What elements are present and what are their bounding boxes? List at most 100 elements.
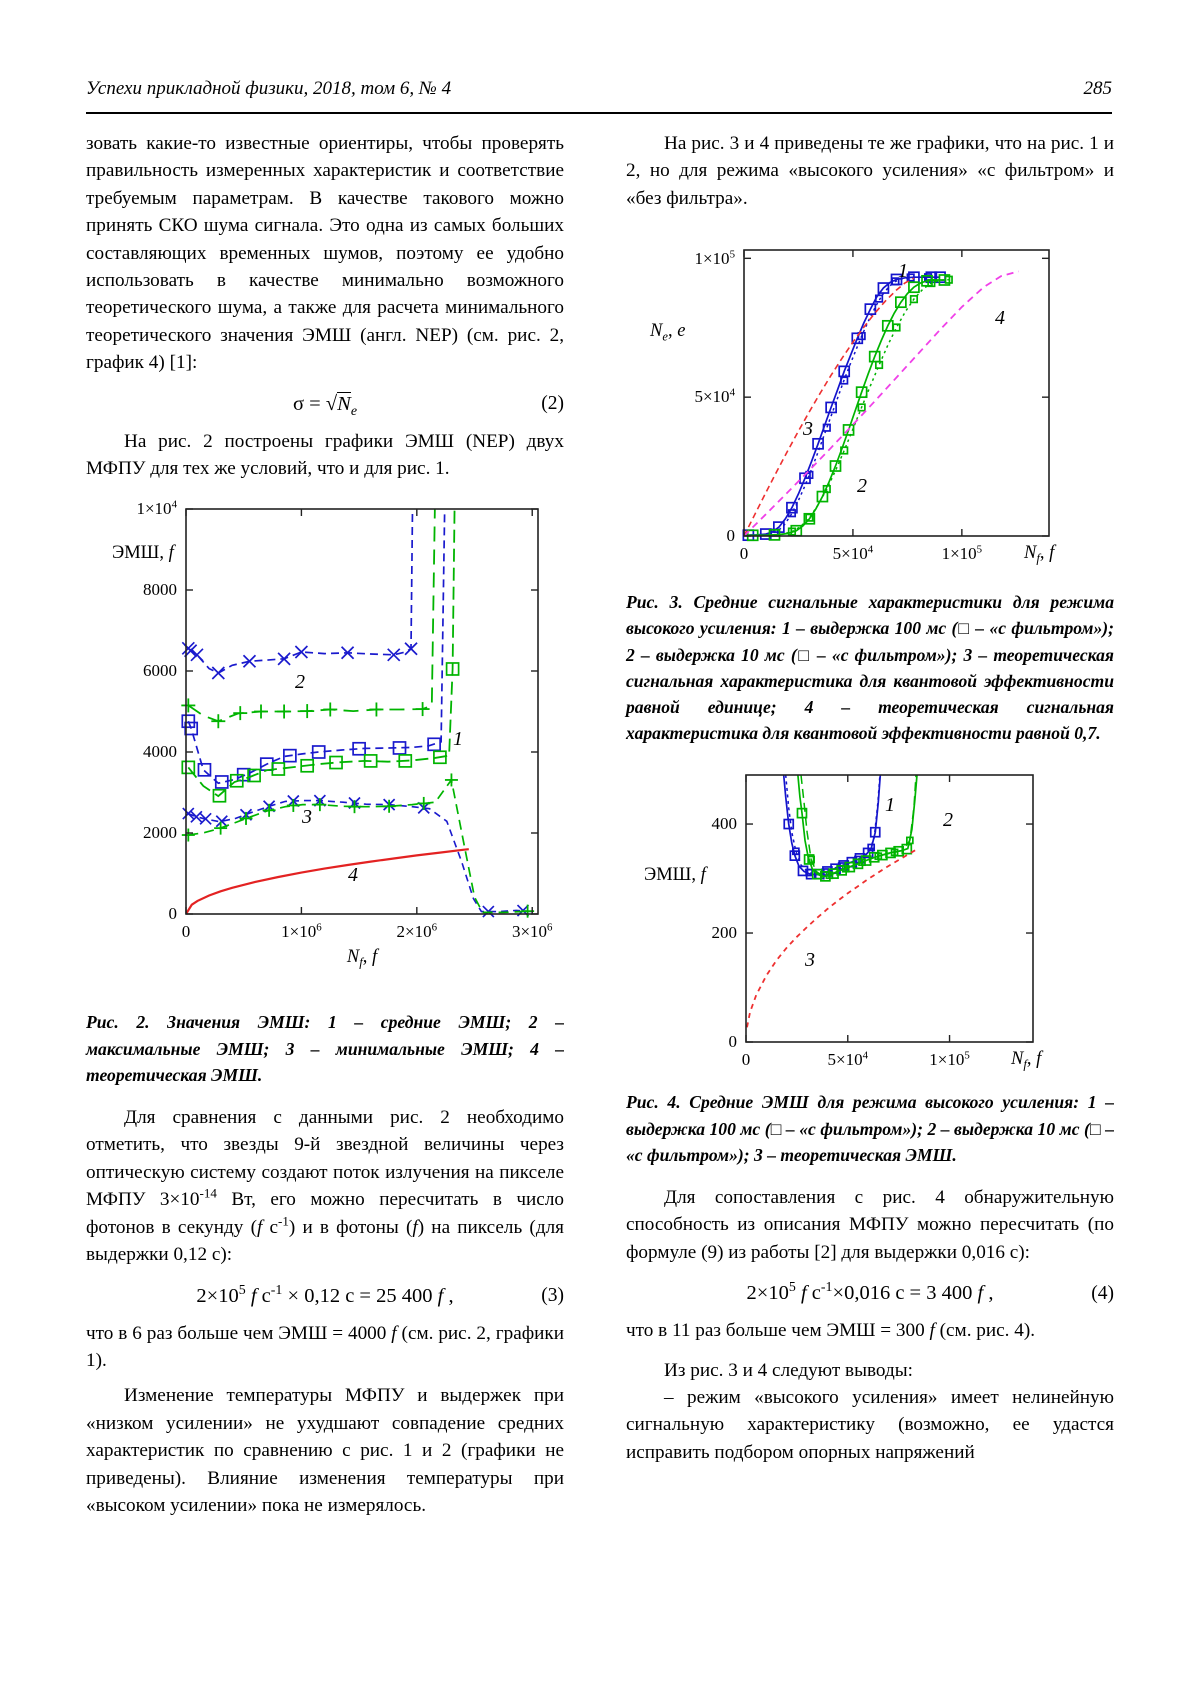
marker-x: [211, 666, 225, 681]
series-line: [188, 800, 533, 913]
marker-square: [838, 365, 851, 378]
y-tick-label: 5×104: [694, 386, 735, 407]
x-axis-label: Nf, f: [1011, 1049, 1042, 1073]
marker-square: [822, 423, 831, 433]
equation-2: σ = √Ne (2): [86, 391, 564, 419]
equation-2-number: (2): [541, 393, 564, 415]
marker-square: [867, 844, 876, 852]
figure-4: 0 5×104 1×105 0 200 400 Nf, f ЭМШ, f 1 2 3: [626, 760, 1114, 1074]
marker-square: [852, 858, 864, 870]
chart-svg: [181, 508, 539, 919]
marker-x: [340, 646, 355, 660]
x-tick-label: 1×105: [941, 543, 983, 564]
marker-square: [181, 761, 196, 775]
marker-square: [908, 281, 920, 294]
marker-square: [822, 485, 831, 494]
marker-square: [877, 850, 888, 861]
paragraph: что в 6 раз больше чем ЭМШ = 4000 f (см.…: [86, 1322, 564, 1371]
header-rule: [86, 112, 1112, 114]
marker-square: [392, 741, 407, 756]
marker-square: [271, 762, 286, 777]
marker-square: [874, 361, 884, 370]
marker-square: [214, 775, 229, 790]
equation-3-number: (3): [541, 1285, 564, 1307]
paragraph: На рис. 3 и 4 приведены те же графики, ч…: [626, 133, 1114, 209]
marker-square: [363, 754, 378, 769]
y-tick-label: 0: [726, 526, 736, 546]
marker-x: [387, 648, 401, 662]
equation-4-number: (4): [1091, 1282, 1114, 1304]
marker-square: [427, 737, 441, 752]
marker-x: [199, 813, 212, 826]
y-tick-label: 200: [711, 923, 738, 943]
marker-square: [906, 273, 915, 282]
curve-label-2: 2: [295, 671, 305, 694]
series-line: [187, 509, 456, 798]
y-tick-label: 2000: [143, 823, 177, 843]
equation-4: 2×105 f с-1×0,016 с = 3 400 f , (4): [626, 1281, 1114, 1305]
marker-square: [828, 868, 839, 880]
curve-label-1: 1: [453, 728, 463, 751]
series-line: [187, 509, 414, 675]
series-line: [187, 509, 446, 785]
marker-square: [311, 745, 326, 760]
marker-x: [182, 807, 195, 821]
figure-4-chart: 0 5×104 1×105 0 200 400 Nf, f ЭМШ, f 1 2 3: [626, 760, 1114, 1074]
marker-square: [906, 836, 914, 845]
x-tick-label: 5×104: [827, 1049, 869, 1070]
series-line: [186, 848, 469, 915]
marker-square: [796, 808, 808, 819]
series-line: [744, 276, 937, 537]
curve-label-4: 4: [348, 864, 358, 887]
figure-3-chart: 0 5×104 1×105 0 5×104 1×105 Nf, f Ne, e 1 2 3 4: [626, 224, 1114, 574]
marker-square: [868, 852, 880, 864]
marker-square: [787, 527, 797, 536]
marker-square: [893, 846, 905, 858]
marker-square: [229, 774, 244, 789]
series-line: [744, 279, 949, 537]
x-axis-label: Nf, f: [1024, 543, 1055, 566]
curve-label-1: 1: [885, 794, 895, 817]
marker-square: [869, 827, 881, 839]
series-line: [188, 778, 528, 914]
marker-square: [840, 446, 849, 455]
curve-label-3: 3: [302, 806, 312, 829]
chart-svg: [742, 249, 1050, 542]
figure-3-caption: Рис. 3. Средние сигнальные характеристик…: [626, 592, 1114, 744]
paragraph: что в 11 раз больше чем ЭМШ = 300 f (см.…: [626, 1320, 1036, 1342]
marker-x: [242, 655, 257, 669]
marker-x: [294, 645, 309, 660]
marker-square: [874, 852, 883, 861]
marker-square: [938, 274, 951, 287]
y-tick-label: 0: [728, 1032, 738, 1052]
equation-2-body: σ = √Ne: [292, 391, 357, 419]
marker-square: [181, 714, 196, 729]
x-tick-label: 1×106: [281, 921, 322, 942]
chart-svg: [745, 774, 1034, 1044]
equation-3: 2×105 f с-1 × 0,12 с = 25 400 f , (3): [86, 1282, 564, 1308]
marker-square: [300, 759, 315, 774]
marker-square: [858, 858, 866, 867]
series-line: [744, 277, 915, 537]
right-column: На рис. 3 и 4 приведены те же графики, ч…: [626, 130, 1114, 1466]
paragraph-continuation: зовать какие-то известные ориентиры, что…: [86, 133, 564, 374]
curve-label-4: 4: [995, 307, 1005, 330]
marker-square: [860, 855, 872, 867]
marker-square: [812, 438, 824, 450]
marker-x: [404, 642, 418, 656]
series-line: [746, 847, 920, 1028]
y-tick-label: 1×105: [694, 247, 735, 268]
marker-x: [190, 648, 204, 662]
marker-square: [247, 769, 261, 783]
y-axis-label: ЭМШ, f: [112, 543, 174, 564]
y-tick-label: 0: [168, 904, 178, 924]
marker-square: [352, 742, 366, 757]
equation-3-body: 2×105 f с-1 × 0,12 с = 25 400 f ,: [196, 1282, 454, 1307]
plot-border: [743, 249, 1050, 538]
marker-square: [842, 424, 855, 436]
marker-square: [825, 401, 837, 414]
marker-square: [836, 865, 848, 877]
series-line: [744, 270, 1019, 537]
marker-square: [398, 754, 413, 769]
journal-title: Успехи прикладной физики, 2018, том 6, №…: [86, 78, 452, 99]
